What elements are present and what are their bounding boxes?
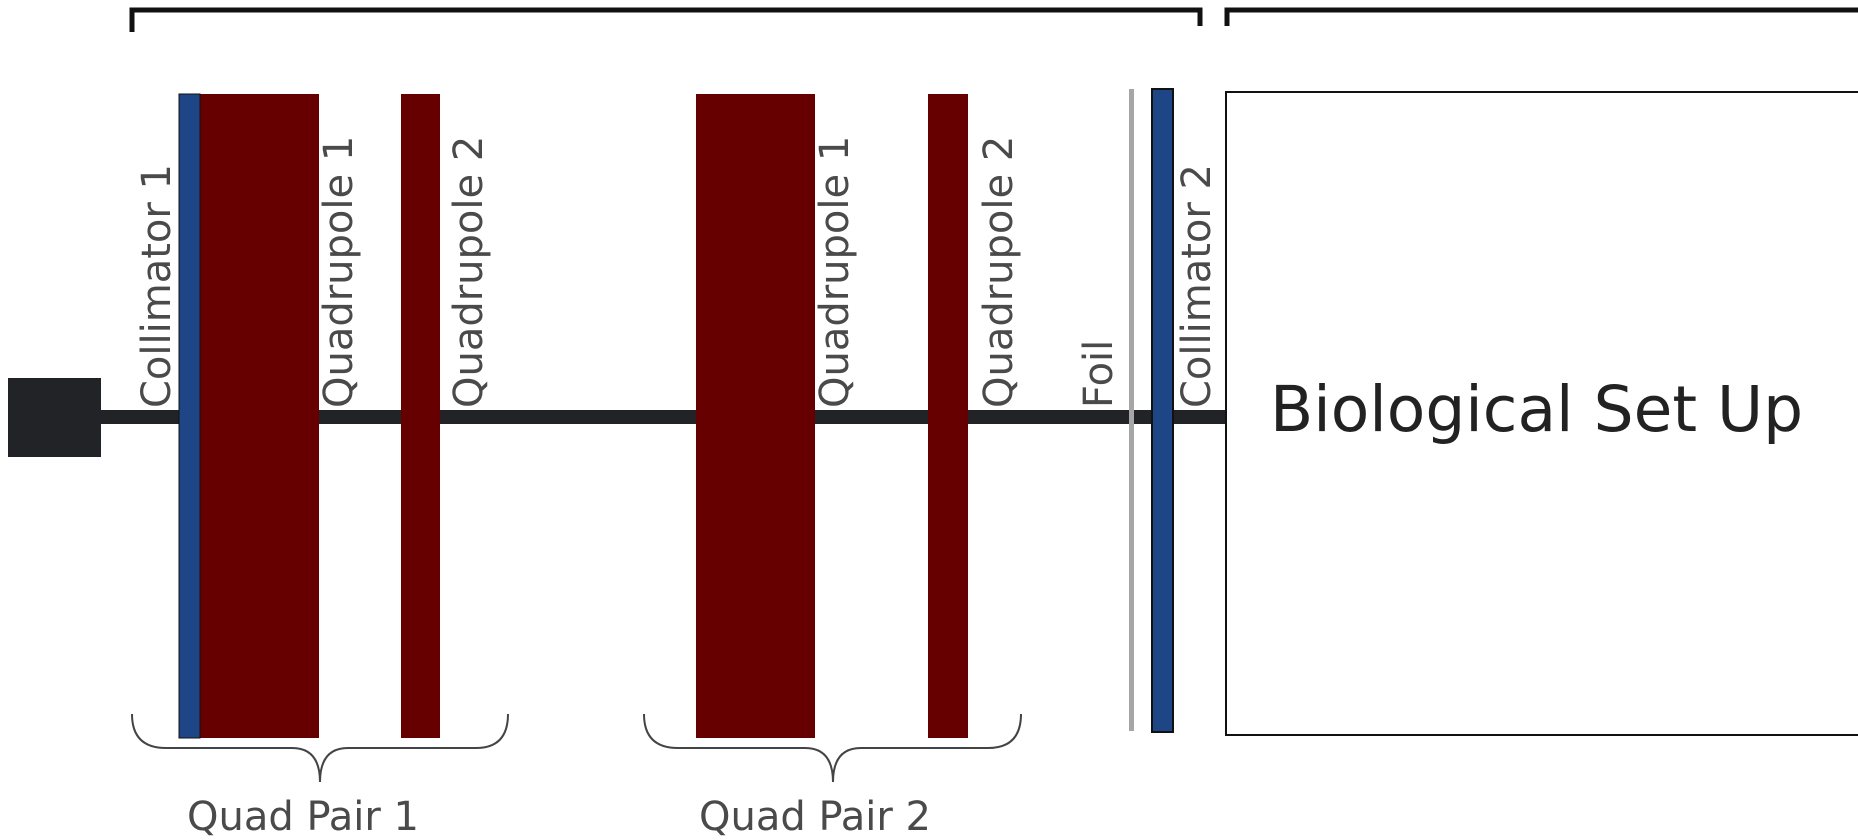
top-bracket-right — [1224, 7, 1858, 26]
quad-pair-2-quadrupole-1 — [696, 94, 815, 738]
quad-pair-1-brace — [131, 713, 509, 783]
top-bracket-left — [129, 7, 1203, 32]
quad-pair-2-brace — [643, 713, 1022, 783]
quad-pair-2-quadrupole-2 — [928, 94, 968, 738]
collimator-1-label: Collimator 1 — [134, 164, 180, 408]
collimator-2 — [1151, 88, 1174, 733]
biological-setup-box — [1225, 91, 1858, 736]
beam-source — [8, 378, 101, 457]
quad-pair-1-quadrupole-1 — [200, 94, 319, 738]
biological-setup-label: Biological Set Up — [1270, 373, 1803, 446]
foil-label: Foil — [1076, 340, 1122, 408]
quad-pair-1-quadrupole-1-label: Quadrupole 1 — [316, 136, 362, 408]
quad-pair-2-quadrupole-2-label: Quadrupole 2 — [976, 136, 1022, 408]
quad-pair-1-quadrupole-2-label: Quadrupole 2 — [446, 136, 492, 408]
foil — [1129, 89, 1134, 731]
quad-pair-1-quadrupole-2 — [401, 94, 440, 738]
quad-pair-1-label: Quad Pair 1 — [187, 794, 419, 840]
quad-pair-2-label: Quad Pair 2 — [699, 794, 931, 840]
quad-pair-2-quadrupole-1-label: Quadrupole 1 — [812, 136, 858, 408]
collimator-2-label: Collimator 2 — [1174, 164, 1220, 408]
collimator-1 — [178, 93, 201, 739]
